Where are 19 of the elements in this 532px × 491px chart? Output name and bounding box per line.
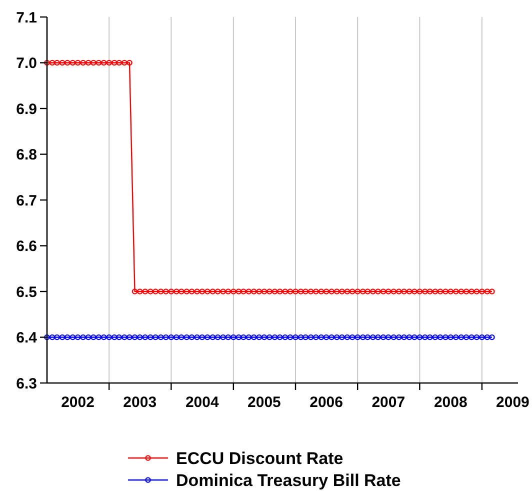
y-tick-label: 6.8 [16, 146, 37, 164]
legend-label: Dominica Treasury Bill Rate [176, 470, 401, 490]
y-tick-label: 7.1 [16, 9, 37, 26]
y-tick-label: 6.9 [16, 100, 37, 118]
legend-label: ECCU Discount Rate [176, 448, 344, 468]
x-tick-label: 2003 [123, 394, 157, 411]
x-tick-label: 2006 [310, 394, 343, 411]
y-tick-label: 6.3 [16, 375, 37, 392]
y-tick-label: 6.6 [16, 238, 37, 255]
y-tick-label: 6.5 [16, 284, 37, 301]
x-tick-label: 2008 [434, 394, 468, 411]
y-tick-label: 6.7 [16, 192, 37, 210]
x-tick-label: 2007 [372, 394, 406, 411]
y-tick-label: 6.4 [16, 330, 38, 346]
x-tick-label: 2004 [185, 394, 220, 411]
y-tick-label: 7.0 [16, 55, 37, 72]
x-tick-label: 2002 [61, 394, 94, 411]
x-tick-label: 2005 [248, 394, 281, 411]
x-tick-label: 2009 [496, 394, 530, 411]
